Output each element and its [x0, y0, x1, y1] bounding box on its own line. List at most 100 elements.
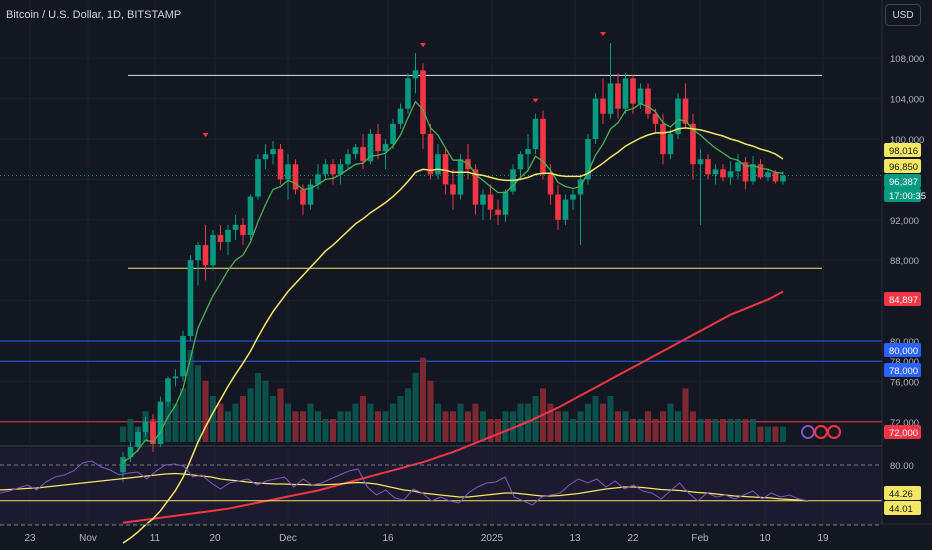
candle-body[interactable]	[337, 164, 344, 175]
candle-body[interactable]	[315, 174, 321, 185]
candle-body[interactable]	[615, 83, 621, 109]
candle-body[interactable]	[300, 189, 306, 205]
candle-body[interactable]	[240, 224, 246, 235]
candle-body[interactable]	[517, 154, 524, 170]
event-icon[interactable]	[814, 425, 828, 439]
candle-body[interactable]	[217, 234, 224, 243]
candle-body[interactable]	[525, 149, 531, 155]
candle-body[interactable]	[165, 378, 171, 402]
candle-body[interactable]	[382, 144, 389, 152]
candle-body[interactable]	[735, 162, 741, 172]
candle-body[interactable]	[135, 431, 141, 448]
candle-body[interactable]	[277, 149, 284, 180]
candle-body[interactable]	[555, 194, 561, 220]
candle-body[interactable]	[322, 164, 329, 175]
candle-body[interactable]	[675, 98, 681, 134]
candle-body[interactable]	[772, 172, 779, 182]
candle-body[interactable]	[142, 421, 149, 432]
candle-body[interactable]	[622, 78, 629, 109]
candle-body[interactable]	[232, 224, 239, 230]
candle-body[interactable]	[757, 164, 764, 178]
candle-body[interactable]	[225, 229, 231, 243]
candle-body[interactable]	[427, 133, 434, 175]
candle-body[interactable]	[172, 376, 179, 379]
candle-body[interactable]	[727, 171, 734, 178]
volume-bar	[630, 419, 636, 442]
volume-bar	[495, 419, 501, 442]
candle-body[interactable]	[375, 133, 381, 152]
price-tick-label: 80,000	[890, 337, 919, 348]
candle-body[interactable]	[780, 175, 786, 182]
candle-body[interactable]	[742, 162, 749, 182]
candle-body[interactable]	[570, 194, 576, 200]
candle-body[interactable]	[397, 108, 404, 124]
candle-body[interactable]	[292, 164, 299, 190]
candle-body[interactable]	[127, 447, 134, 458]
price-tick-label: 108,000	[890, 54, 924, 65]
candle-body[interactable]	[420, 70, 426, 134]
candle-body[interactable]	[330, 164, 336, 175]
currency-button[interactable]: USD	[885, 4, 921, 26]
candle-body[interactable]	[585, 139, 591, 180]
candle-body[interactable]	[682, 98, 689, 124]
candle-body[interactable]	[360, 147, 366, 162]
candle-body[interactable]	[637, 88, 644, 104]
candle-body[interactable]	[765, 172, 771, 178]
candle-body[interactable]	[262, 154, 269, 160]
candle-body[interactable]	[390, 123, 396, 145]
event-icon[interactable]	[801, 425, 815, 439]
rsi-tick-label: 80.00	[890, 461, 914, 472]
candle-body[interactable]	[487, 194, 494, 210]
candle-body[interactable]	[705, 159, 711, 175]
candle-body[interactable]	[697, 159, 704, 165]
candle-body[interactable]	[352, 147, 359, 155]
candle-body[interactable]	[712, 169, 719, 175]
candle-body[interactable]	[345, 154, 351, 165]
candle-body[interactable]	[690, 123, 696, 165]
candle-body[interactable]	[720, 169, 726, 178]
candle-body[interactable]	[412, 70, 419, 79]
candle-body[interactable]	[645, 88, 651, 114]
candle-body[interactable]	[532, 118, 539, 150]
candle-body[interactable]	[450, 184, 456, 195]
candle-body[interactable]	[255, 159, 261, 197]
candle-body[interactable]	[562, 199, 569, 220]
candle-body[interactable]	[607, 83, 614, 114]
candle-body[interactable]	[247, 196, 254, 235]
volume-bar	[615, 411, 621, 442]
candle-body[interactable]	[442, 154, 449, 185]
candle-body[interactable]	[210, 234, 216, 266]
candle-body[interactable]	[540, 118, 546, 175]
candle-body[interactable]	[180, 335, 186, 377]
time-tick-label: 16	[382, 533, 394, 544]
candle-body[interactable]	[502, 191, 509, 215]
candle-body[interactable]	[405, 78, 411, 109]
candle-body[interactable]	[750, 164, 756, 182]
volume-bar	[600, 403, 606, 442]
candle-body[interactable]	[307, 184, 314, 205]
candle-body[interactable]	[270, 149, 276, 155]
price-label-text: 84,897	[889, 295, 918, 306]
candle-body[interactable]	[660, 123, 666, 155]
candle-body[interactable]	[157, 401, 164, 445]
candle-body[interactable]	[547, 174, 554, 195]
candle-body[interactable]	[630, 78, 636, 104]
candle-body[interactable]	[472, 169, 479, 205]
candle-body[interactable]	[435, 154, 441, 175]
candle-body[interactable]	[187, 260, 194, 336]
volume-bar	[187, 350, 194, 442]
event-icon[interactable]	[827, 425, 841, 439]
candle-body[interactable]	[495, 209, 501, 215]
candle-body[interactable]	[285, 164, 291, 180]
candle-body[interactable]	[667, 133, 674, 155]
candle-body[interactable]	[592, 98, 599, 139]
candle-body[interactable]	[600, 98, 606, 114]
candle-body[interactable]	[480, 194, 486, 205]
candle-body[interactable]	[202, 245, 209, 266]
candle-body[interactable]	[367, 133, 374, 162]
candle-body[interactable]	[457, 159, 464, 195]
candle-body[interactable]	[652, 113, 659, 124]
candle-body[interactable]	[150, 421, 156, 445]
candle-body[interactable]	[195, 245, 201, 261]
